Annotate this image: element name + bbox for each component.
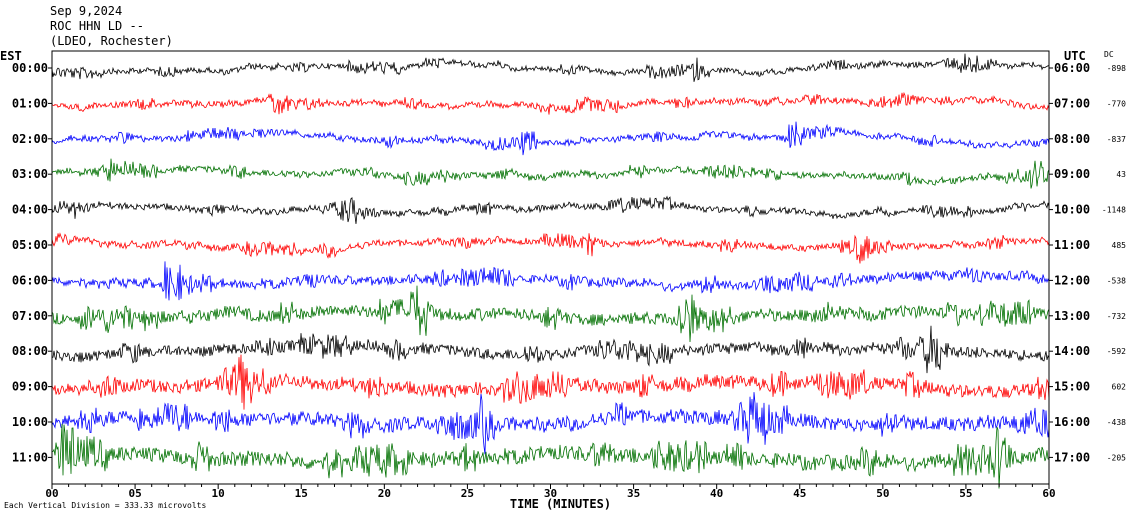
row-est-label: 00:00: [12, 61, 48, 75]
x-tick-label: 50: [876, 487, 889, 500]
row-dc-label: -592: [1107, 347, 1126, 356]
row-utc-label: 07:00: [1054, 96, 1090, 110]
trace-line: [51, 91, 1050, 115]
label-layer: EST UTC DC 00 05 10 15 20 25 30 35 40 45 50 55 60 TIME (…: [0, 49, 1126, 511]
trace-line: [51, 354, 1050, 410]
row-est-label: 09:00: [12, 380, 48, 394]
row-utc-label: 06:00: [1054, 61, 1090, 75]
dc-header-label: DC: [1104, 50, 1114, 59]
row-utc-label: 13:00: [1054, 309, 1090, 323]
row-est-label: 02:00: [12, 132, 48, 146]
trace-line: [51, 285, 1050, 343]
row-dc-label: -837: [1107, 135, 1126, 144]
date-label: Sep 9,2024: [50, 4, 123, 18]
right-axis-label: UTC: [1064, 49, 1086, 63]
x-tick-label: 60: [1042, 487, 1055, 500]
row-utc-label: 10:00: [1054, 203, 1090, 217]
x-tick-label: 15: [295, 487, 308, 500]
row-utc-label: 09:00: [1054, 167, 1090, 181]
plot-frame: [51, 50, 1050, 485]
row-utc-label: 16:00: [1054, 415, 1090, 429]
trace-line: [51, 195, 1050, 224]
tick-layer: [48, 67, 1053, 489]
row-est-label: 11:00: [12, 450, 48, 464]
x-tick-label: 30: [544, 487, 557, 500]
row-dc-label: -1148: [1102, 206, 1126, 215]
row-est-label: 03:00: [12, 167, 48, 181]
x-tick-label: 05: [128, 487, 141, 500]
trace-line: [51, 53, 1050, 82]
footer-note: Each Vertical Division = 333.33 microvol…: [4, 501, 206, 510]
station-label: ROC HHN LD --: [50, 19, 144, 33]
trace-line: [51, 158, 1050, 189]
row-est-label: 01:00: [12, 96, 48, 110]
row-dc-label: 485: [1112, 241, 1127, 250]
row-dc-label: -438: [1107, 418, 1126, 427]
trace-line: [51, 121, 1050, 156]
trace-line: [51, 325, 1050, 374]
row-est-label: 04:00: [12, 203, 48, 217]
x-tick-label: 35: [627, 487, 640, 500]
row-dc-label: -770: [1107, 99, 1126, 108]
x-tick-label: 45: [793, 487, 806, 500]
row-est-label: 07:00: [12, 309, 48, 323]
x-tick-label: 40: [710, 487, 723, 500]
row-est-label: 10:00: [12, 415, 48, 429]
x-tick-label: 55: [959, 487, 972, 500]
row-dc-label: -538: [1107, 276, 1126, 285]
trace-line: [51, 232, 1050, 264]
row-est-label: 05:00: [12, 238, 48, 252]
x-tick-label: 25: [461, 487, 474, 500]
row-utc-label: 11:00: [1054, 238, 1090, 252]
row-dc-label: 43: [1116, 170, 1126, 179]
x-tick-label: 00: [45, 487, 58, 500]
row-utc-label: 08:00: [1054, 132, 1090, 146]
network-label: (LDEO, Rochester): [50, 34, 173, 48]
row-dc-label: -898: [1107, 64, 1126, 73]
row-dc-label: -732: [1107, 312, 1126, 321]
row-est-label: 08:00: [12, 344, 48, 358]
x-tick-label: 20: [378, 487, 391, 500]
row-utc-label: 14:00: [1054, 344, 1090, 358]
row-utc-label: 17:00: [1054, 450, 1090, 464]
trace-layer: [51, 53, 1050, 489]
trace-line: [51, 261, 1050, 301]
row-utc-label: 12:00: [1054, 273, 1090, 287]
row-dc-label: 602: [1112, 383, 1127, 392]
row-utc-label: 15:00: [1054, 380, 1090, 394]
row-dc-label: -205: [1107, 453, 1126, 462]
x-tick-label: 10: [212, 487, 225, 500]
row-est-label: 06:00: [12, 273, 48, 287]
left-axis-label: EST: [0, 49, 22, 63]
trace-line: [51, 392, 1050, 455]
x-axis-label: TIME (MINUTES): [510, 497, 611, 511]
trace-line: [51, 423, 1050, 489]
